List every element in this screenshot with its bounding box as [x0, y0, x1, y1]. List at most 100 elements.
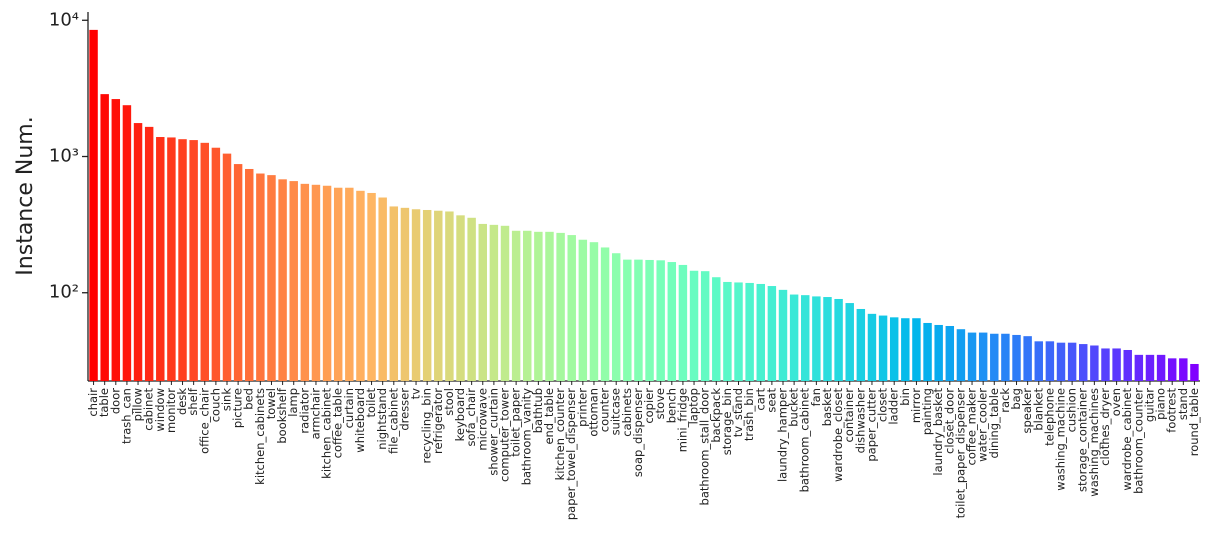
bar — [356, 190, 365, 381]
bar — [111, 99, 121, 381]
x-tick-label: coffee_table — [331, 388, 345, 458]
x-tick-label: laundry_basket — [931, 388, 945, 476]
bar — [300, 183, 310, 381]
bar — [289, 181, 298, 381]
bar — [845, 303, 854, 381]
bar — [422, 209, 432, 381]
x-tick-label: laundry_hamper — [776, 388, 790, 482]
x-tick-label: rack — [998, 388, 1012, 413]
x-tick-label: speaker — [1020, 388, 1034, 434]
x-tick-label: painting — [920, 388, 934, 435]
bar — [945, 326, 955, 381]
bar — [256, 173, 265, 381]
x-tick-label: seat — [764, 388, 778, 413]
x-tick-label: mini_fridge — [675, 388, 689, 452]
y-tick-label: 10⁴ — [49, 9, 79, 30]
x-tick-label: toilet_paper — [509, 388, 523, 457]
x-tick-label: monitor — [164, 388, 178, 433]
x-tick-label: suitcase — [609, 388, 623, 435]
bar — [178, 139, 187, 381]
x-tick-label: computer_tower — [498, 388, 512, 482]
x-tick-label: bench — [664, 388, 678, 423]
bar — [511, 230, 521, 381]
bar — [489, 224, 499, 381]
bar — [789, 294, 799, 381]
x-tick-label: shower_curtain — [486, 388, 500, 476]
bar — [1123, 349, 1132, 381]
bar — [934, 324, 943, 381]
x-tick-label: backpack — [709, 388, 723, 443]
bar — [589, 242, 599, 381]
bar — [567, 235, 576, 381]
x-tick-label: curtain — [342, 388, 356, 428]
x-tick-label: bathroom_counter — [1131, 388, 1145, 494]
bar — [978, 332, 988, 381]
x-tick-label: container — [842, 388, 856, 443]
x-tick-label: dishwasher — [853, 388, 867, 454]
x-tick-label: recycling_bin — [420, 388, 434, 464]
x-tick-label: sofa_chair — [464, 388, 478, 447]
bar — [778, 289, 788, 381]
x-tick-label: bathroom_cabinet — [798, 388, 812, 493]
bar — [1101, 348, 1110, 381]
bar — [133, 123, 143, 381]
x-tick-label: window — [153, 388, 167, 432]
x-tick-label: door — [108, 388, 122, 414]
bar — [389, 206, 399, 381]
bar — [411, 209, 421, 381]
x-tick-label: cart — [753, 388, 767, 411]
bar — [901, 318, 910, 381]
x-tick-label: office_chair — [197, 388, 211, 454]
bar — [623, 259, 632, 381]
x-tick-label: oven — [1109, 388, 1123, 416]
bar — [878, 315, 888, 381]
bar — [1034, 341, 1043, 381]
bar — [867, 313, 877, 381]
x-tick-label: wardrobe_closet — [831, 388, 845, 483]
bar — [378, 197, 387, 381]
bar — [745, 282, 754, 381]
x-tick-label: shelf — [186, 387, 200, 416]
bar — [311, 184, 321, 381]
bar — [834, 298, 843, 381]
x-tick-label: washing_machine — [1054, 388, 1068, 491]
bar — [1067, 342, 1077, 381]
x-tick-label: tv_stand — [731, 388, 745, 437]
x-tick-label: keyboard — [453, 388, 467, 441]
bar — [100, 94, 109, 382]
bar — [1156, 354, 1166, 381]
x-tick-label: piano — [1154, 388, 1168, 420]
x-tick-label: clothes_dryer — [1098, 388, 1112, 466]
x-tick-label: paper_towel_dispenser — [564, 388, 578, 520]
x-tick-label: pillow — [131, 388, 145, 421]
bar — [1134, 354, 1144, 381]
bar — [767, 286, 777, 381]
bar — [1056, 342, 1066, 381]
bar — [144, 126, 154, 382]
bar — [689, 270, 699, 381]
bar — [200, 142, 209, 381]
x-tick-label: cabinet — [142, 388, 156, 431]
bar — [1190, 363, 1199, 381]
x-tick-label: ottoman — [586, 388, 600, 437]
bar — [645, 259, 654, 381]
x-tick-label: sink — [220, 388, 234, 411]
x-tick-label: telephone — [1042, 388, 1056, 446]
x-tick-label: bin — [898, 388, 912, 406]
bar — [912, 318, 921, 381]
x-tick-label: fan — [809, 388, 823, 406]
x-tick-label: storage_container — [1076, 388, 1090, 492]
bar — [667, 262, 677, 381]
x-tick-label: bathroom_stall_door — [698, 388, 712, 506]
x-tick-label: bag — [1009, 388, 1023, 410]
x-tick-label: closet_door — [942, 388, 956, 454]
bar — [189, 140, 198, 381]
bar — [889, 317, 899, 381]
bar — [122, 105, 132, 381]
x-tick-label: couch — [208, 388, 222, 422]
x-tick-label: wardrobe_cabinet — [1120, 388, 1134, 491]
bar — [923, 322, 932, 381]
bar — [333, 187, 343, 381]
x-tick-label: bathtub — [531, 388, 545, 433]
